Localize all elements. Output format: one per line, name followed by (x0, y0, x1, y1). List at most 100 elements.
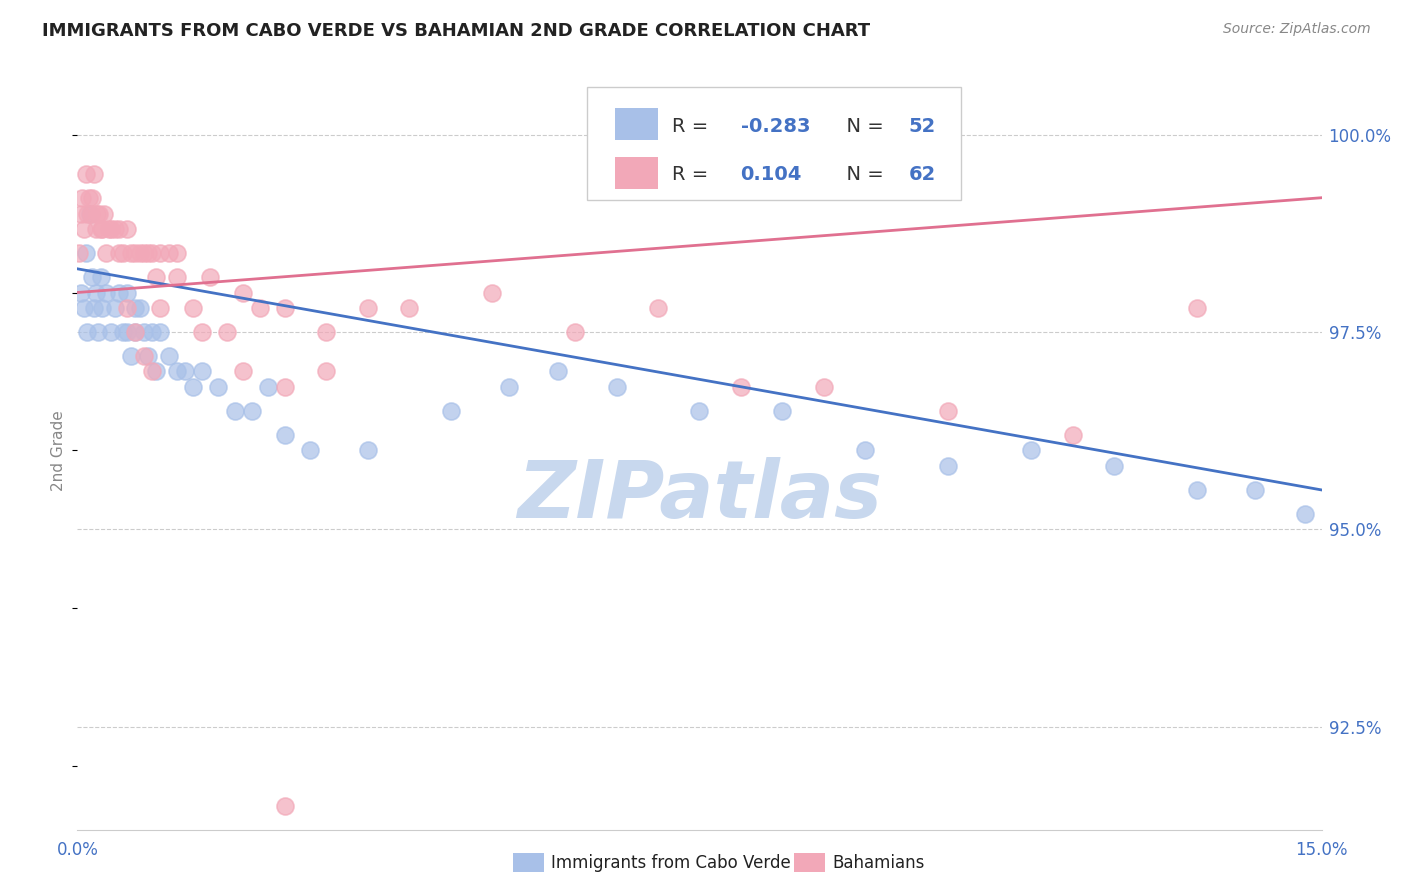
Point (104, 222, 127, 236)
Point (141, 325, 163, 339)
Point (73, 222, 96, 236)
Point (115, 301, 138, 316)
Point (357, 443, 380, 458)
Point (149, 301, 172, 316)
Point (87, 206, 110, 220)
Point (136, 246, 159, 260)
Point (124, 325, 146, 339)
Point (481, 285, 503, 300)
Point (90, 269, 112, 284)
Point (145, 269, 167, 284)
Point (76, 206, 98, 220)
Text: -0.283: -0.283 (741, 117, 810, 136)
Point (1185, 301, 1208, 316)
Point (315, 364, 337, 378)
Point (273, 301, 295, 316)
Text: R =: R = (672, 117, 714, 136)
Point (315, 325, 337, 339)
Point (124, 325, 146, 339)
Point (439, 404, 461, 418)
Point (83, 301, 105, 316)
Point (100, 222, 122, 236)
Point (730, 380, 752, 394)
Point (498, 380, 520, 394)
Point (190, 325, 214, 339)
Point (72, 191, 94, 205)
Point (273, 380, 295, 394)
Point (90, 222, 112, 236)
Point (107, 222, 129, 236)
Point (855, 443, 877, 458)
Text: 0.104: 0.104 (741, 165, 801, 185)
Point (107, 246, 129, 260)
Point (76, 325, 98, 339)
Point (257, 380, 280, 394)
Point (1102, 459, 1125, 474)
Point (132, 246, 155, 260)
Point (273, 798, 295, 813)
Point (166, 246, 188, 260)
Point (86, 206, 108, 220)
Point (689, 404, 711, 418)
Point (605, 380, 627, 394)
Point (111, 246, 134, 260)
Point (82, 191, 104, 205)
Point (770, 404, 793, 418)
Text: ZIPatlas: ZIPatlas (517, 457, 882, 535)
Point (198, 269, 221, 284)
Point (120, 246, 142, 260)
Point (100, 325, 122, 339)
Point (115, 325, 138, 339)
Point (70, 285, 93, 300)
Point (107, 285, 129, 300)
Point (1294, 507, 1316, 521)
Text: IMMIGRANTS FROM CABO VERDE VS BAHAMIAN 2ND GRADE CORRELATION CHART: IMMIGRANTS FROM CABO VERDE VS BAHAMIAN 2… (42, 22, 870, 40)
Point (207, 380, 229, 394)
Point (141, 246, 163, 260)
Point (936, 459, 959, 474)
FancyBboxPatch shape (588, 87, 960, 201)
Point (132, 349, 155, 363)
Point (232, 364, 254, 378)
Text: 62: 62 (908, 165, 936, 185)
Point (273, 427, 295, 442)
Point (215, 325, 238, 339)
Bar (614, 157, 658, 188)
Point (115, 222, 138, 236)
Point (67, 246, 90, 260)
Point (1185, 483, 1208, 497)
Text: 52: 52 (908, 117, 936, 136)
Point (97, 222, 120, 236)
Point (77, 191, 100, 205)
Text: Immigrants from Cabo Verde: Immigrants from Cabo Verde (551, 854, 792, 871)
Point (141, 364, 163, 378)
Point (232, 285, 254, 300)
Point (157, 246, 180, 260)
Point (564, 325, 586, 339)
Text: N =: N = (834, 165, 890, 185)
Point (128, 301, 150, 316)
Point (124, 301, 146, 316)
Point (96, 246, 118, 260)
Point (93, 206, 115, 220)
Point (104, 301, 127, 316)
Point (128, 246, 150, 260)
Text: Source: ZipAtlas.com: Source: ZipAtlas.com (1223, 22, 1371, 37)
Point (120, 349, 142, 363)
Bar (614, 109, 658, 140)
Point (83, 167, 105, 181)
Point (647, 301, 669, 316)
Point (124, 246, 146, 260)
Point (91, 222, 114, 236)
Point (547, 364, 569, 378)
Point (111, 325, 134, 339)
Point (96, 285, 118, 300)
Point (398, 301, 420, 316)
Point (1062, 427, 1084, 442)
Point (149, 325, 172, 339)
Text: Bahamians: Bahamians (832, 854, 925, 871)
Point (132, 325, 155, 339)
Point (79, 206, 101, 220)
Point (84, 285, 107, 300)
Point (1244, 483, 1267, 497)
